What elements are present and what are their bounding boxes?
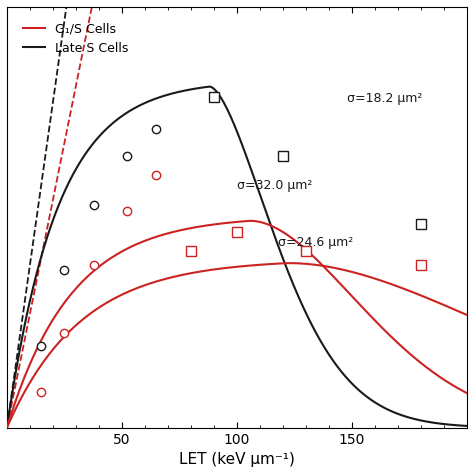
Text: σ=24.6 μm²: σ=24.6 μm²: [278, 236, 354, 249]
Legend: G₁/S Cells, Late S Cells: G₁/S Cells, Late S Cells: [18, 18, 134, 60]
X-axis label: LET (keV μm⁻¹): LET (keV μm⁻¹): [179, 452, 295, 467]
Text: σ=32.0 μm²: σ=32.0 μm²: [237, 179, 312, 192]
Text: σ=18.2 μm²: σ=18.2 μm²: [347, 92, 423, 105]
